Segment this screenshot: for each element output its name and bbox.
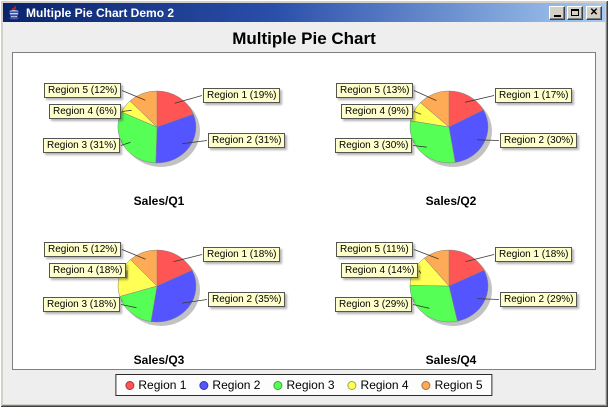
label-leader-line [464, 95, 495, 103]
label-leader-line [477, 298, 500, 300]
label-leader-line [413, 249, 439, 260]
pie-section-label: Region 5 (11%) [336, 242, 413, 257]
label-leader-line [182, 299, 208, 304]
window-title: Multiple Pie Chart Demo 2 [26, 5, 175, 20]
pie-section-label: Region 4 (18%) [49, 263, 127, 278]
legend-swatch-icon [347, 380, 357, 390]
legend-item: Region 1 [125, 378, 186, 392]
minimize-icon [553, 15, 561, 17]
pie-slice-region-1 [156, 90, 194, 128]
label-leader-line [121, 109, 132, 112]
legend-label: Region 5 [434, 378, 483, 392]
pie-subtitle: Sales/Q3 [133, 353, 185, 367]
pie-section-label: Region 4 (14%) [341, 263, 419, 278]
legend-swatch-icon [125, 380, 135, 390]
legend-item: Region 2 [199, 378, 260, 392]
chart-title: Multiple Pie Chart [232, 29, 376, 48]
pie-slice-region-2 [448, 269, 489, 322]
label-leader-line [412, 304, 430, 309]
pie-section-label: Region 4 (9%) [341, 104, 413, 119]
pie-svg [409, 90, 500, 167]
pie-slice-region-3 [409, 120, 456, 164]
pie-section-label: Region 3 (29%) [335, 297, 413, 312]
label-leader-line [173, 254, 203, 262]
legend-label: Region 3 [286, 378, 335, 392]
pie-section-label: Region 1 (19%) [203, 88, 281, 103]
pie-slice-region-2 [448, 109, 489, 163]
pie-slice-region-5 [129, 90, 158, 128]
label-leader-line [120, 141, 131, 146]
titlebar[interactable]: Multiple Pie Chart Demo 2 ✕ [3, 3, 605, 22]
legend-swatch-icon [199, 380, 209, 390]
pie-subtitle: Sales/Q4 [425, 353, 477, 367]
pie-subtitle: Sales/Q1 [133, 194, 185, 208]
legend-label: Region 2 [212, 378, 261, 392]
maximize-icon [571, 9, 579, 16]
pie-section-label: Region 4 (6%) [49, 104, 121, 119]
label-leader-line [412, 145, 427, 148]
label-leader-line [476, 139, 500, 141]
legend-swatch-icon [421, 380, 431, 390]
legend-item: Region 3 [273, 378, 335, 392]
java-cup-icon [8, 4, 20, 20]
pie-quadrant-1: Region 1 (19%) Region 2 (31%) Region 3 (31… [13, 53, 305, 212]
pie-section-label: Region 1 (17%) [495, 88, 573, 103]
chart-panel: Multiple Pie Chart Region 1 (19%) Region … [3, 22, 605, 404]
label-leader-line [418, 270, 422, 274]
pie-slice-region-1 [156, 249, 193, 287]
window-controls: ✕ [547, 5, 602, 20]
pie-svg [117, 249, 208, 326]
legend-swatch-icon [273, 380, 283, 390]
plot-area: Region 1 (19%) Region 2 (31%) Region 3 (31… [12, 52, 596, 370]
pie-quadrant-4: Region 1 (18%) Region 2 (29%) Region 3 (29… [305, 212, 597, 371]
legend-item: Region 4 [347, 378, 409, 392]
pie-section-label: Region 1 (18%) [495, 247, 573, 262]
pie-slice-region-2 [155, 113, 197, 164]
pie-section-label: Region 3 (30%) [335, 138, 413, 153]
pie-section-label: Region 5 (12%) [44, 83, 122, 98]
label-leader-line [121, 249, 146, 260]
pie-section-label: Region 2 (30%) [500, 133, 578, 148]
pie-section-label: Region 3 (18%) [43, 297, 121, 312]
label-leader-line [465, 254, 495, 262]
pie-slice-region-3 [409, 285, 458, 323]
legend-label: Region 1 [138, 378, 187, 392]
legend-label: Region 4 [360, 378, 409, 392]
label-leader-line [174, 95, 203, 104]
pie-slice-region-5 [423, 249, 450, 287]
pie-section-label: Region 5 (13%) [336, 83, 414, 98]
pie-section-label: Region 5 (12%) [44, 242, 122, 257]
pie-section-label: Region 1 (18%) [203, 247, 281, 262]
label-leader-line [182, 140, 208, 145]
pie-quadrant-2: Region 1 (17%) Region 2 (30%) Region 3 (30… [305, 53, 597, 212]
pie-section-label: Region 3 (31%) [43, 138, 121, 153]
close-button[interactable]: ✕ [586, 5, 602, 20]
pie-slice-region-5 [130, 249, 158, 287]
pie-slice-region-1 [448, 249, 485, 287]
pie-svg [409, 249, 500, 326]
pie-section-label: Region 2 (35%) [208, 292, 286, 307]
legend-item: Region 5 [421, 378, 483, 392]
label-leader-line [121, 90, 146, 101]
minimize-button[interactable] [549, 5, 565, 20]
label-leader-line [120, 304, 137, 309]
close-icon: ✕ [589, 6, 599, 18]
pie-slice-region-5 [420, 90, 450, 128]
label-leader-line [413, 111, 422, 115]
label-leader-line [413, 90, 437, 101]
maximize-button[interactable] [567, 5, 583, 20]
pie-slice-region-2 [150, 269, 197, 323]
pie-subtitle: Sales/Q2 [425, 194, 477, 208]
pie-quadrant-3: Region 1 (18%) Region 2 (35%) Region 3 (18… [13, 212, 305, 371]
pie-section-label: Region 2 (31%) [208, 133, 286, 148]
legend: Region 1 Region 2 Region 3 Region 4 Region 5 [115, 374, 493, 396]
pie-section-label: Region 2 (29%) [500, 292, 578, 307]
